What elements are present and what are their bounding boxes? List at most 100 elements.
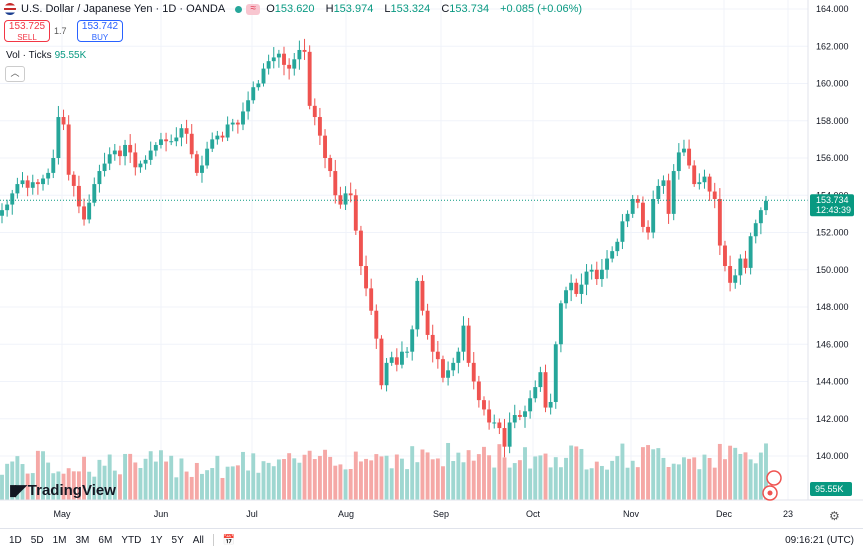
gear-icon[interactable]: ⚙ [829,509,840,523]
volume-bar [169,455,174,500]
tf-6m[interactable]: 6M [98,534,113,546]
candle [717,198,722,246]
volume-bar [164,461,169,500]
tf-3m[interactable]: 3M [75,534,90,546]
volume-bar [589,468,594,500]
volume-bar [92,476,97,500]
time-axis[interactable]: May Jun Jul Aug Sep Oct Nov Dec 23 [53,509,793,519]
tf-1m[interactable]: 1M [52,534,67,546]
volume-bar [764,443,768,500]
volume-bar [420,449,425,500]
event-icons[interactable] [762,470,782,501]
volume-bar [738,453,743,500]
wave-indicator-icon[interactable]: ≈ [246,3,261,15]
volume-bar [528,468,533,500]
tf-1y[interactable]: 1Y [150,534,163,546]
candle [753,223,758,237]
candle [56,117,61,158]
volume-bar [76,471,81,500]
volume-bar [307,450,312,500]
candle [594,269,599,280]
x-tick-label: Oct [526,509,541,519]
tf-all[interactable]: All [192,534,204,546]
candle [415,280,420,330]
candle [87,202,92,220]
candle [487,409,492,423]
volume-bar [333,465,338,500]
candle [41,178,45,185]
candle [30,182,35,188]
candle [266,61,271,69]
us-flag-icon[interactable] [766,470,782,486]
volume-bar [405,469,410,500]
volume-bar [123,453,128,500]
candle [712,191,717,199]
candle [523,411,527,417]
volume-bar [117,474,122,500]
volume-bar [605,469,609,500]
volume-bar [215,455,220,500]
volume-bar [15,456,20,500]
candle [297,49,302,60]
calendar-range-icon[interactable]: 📅 [222,534,236,546]
candle [128,144,133,153]
candle [230,122,235,125]
volume-bar [712,467,717,500]
candle [343,193,348,205]
volume-bar [179,458,184,500]
candle [271,57,276,62]
volume-bar [446,442,451,500]
candle [764,200,768,211]
volume-bar [723,459,727,500]
tf-1d[interactable]: 1D [9,534,22,546]
volume-bar [533,456,538,500]
candle [564,290,568,304]
candle [466,325,471,363]
volume-bar [564,457,568,500]
separator [212,534,214,546]
volume-bar [584,469,589,500]
tf-5d[interactable]: 5D [30,534,44,546]
sell-button[interactable]: 153.725 SELL [4,20,50,42]
volume-legend[interactable]: Vol · Ticks 95.55K [6,50,86,61]
clock[interactable]: 09:16:21 (UTC) [785,535,854,546]
candle [584,271,589,285]
candle [441,359,445,378]
symbol-title[interactable]: U.S. Dollar / Japanese Yen · 1D · OANDA [21,3,226,15]
candle [333,171,338,196]
volume-bar [620,443,625,500]
price-axis[interactable]: 140.000 142.000 144.000 146.000 148.000 150.0… [816,4,849,461]
y-tick-label: 144.000 [816,377,849,387]
candle [123,144,128,157]
volume-bar [615,456,620,500]
candle [512,415,517,423]
volume-bar [317,455,322,500]
candle [159,139,163,145]
volume-bar [241,451,245,500]
candle [189,133,194,155]
volume-bar [287,453,292,500]
candle [425,310,430,335]
buy-price: 153.742 [81,21,119,32]
volume-bar [487,455,492,500]
volume-bar [338,464,343,500]
volume-bar [451,461,456,500]
candle [71,174,76,186]
volume-bar [415,462,420,500]
volume-bar [159,450,163,500]
candle [461,325,466,352]
volume-bar [271,466,276,500]
tf-5y[interactable]: 5Y [171,534,184,546]
candle [107,154,112,164]
candle [702,176,707,183]
y-tick-label: 146.000 [816,339,849,349]
collapse-legend-button[interactable]: ︿ [5,66,25,82]
volume-bar [635,467,640,500]
volume-bar [148,451,153,500]
candle [338,195,343,205]
buy-button[interactable]: 153.742 BUY [77,20,123,42]
tf-ytd[interactable]: YTD [121,534,142,546]
volume-bar [599,465,604,500]
price-chart[interactable]: 140.000 142.000 144.000 146.000 148.000 150.0… [0,0,863,528]
candle [758,210,763,224]
